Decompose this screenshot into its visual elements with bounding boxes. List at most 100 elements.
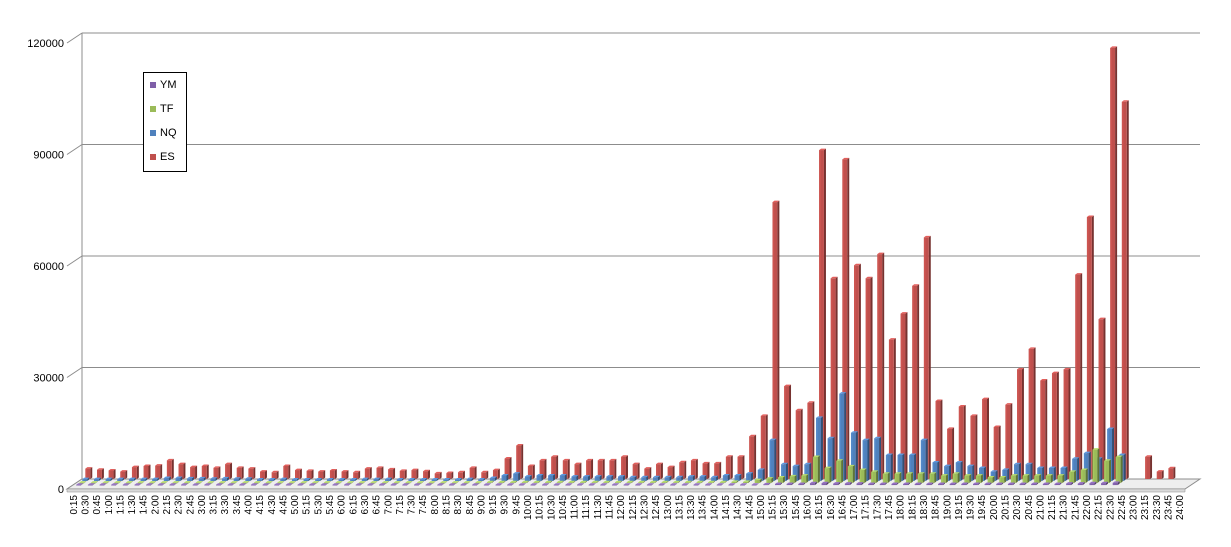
bar-tf: [288, 481, 296, 484]
bar-ym: [495, 483, 503, 486]
bar-tf: [521, 480, 529, 484]
bar-es: [982, 397, 989, 479]
x-tick-label: 11:15: [581, 495, 592, 520]
bar-nq: [734, 473, 742, 482]
bar-ym: [262, 483, 270, 486]
bar-tf: [498, 480, 506, 484]
bar-ym: [425, 483, 433, 486]
bar-ym: [99, 483, 107, 486]
legend-label-ym: YM: [160, 79, 177, 91]
bar-nq: [361, 477, 369, 482]
bar-es: [737, 455, 745, 479]
bar-nq: [326, 478, 334, 482]
bar-nq: [163, 476, 171, 482]
bar-tf: [451, 481, 459, 484]
x-tick-label: 16:15: [814, 495, 825, 520]
x-tick-label: 9:00: [476, 495, 487, 515]
bar-es: [1017, 367, 1024, 479]
bar-es: [318, 470, 326, 479]
x-tick-label: 21:30: [1059, 495, 1070, 520]
bar-es: [1086, 215, 1094, 479]
x-axis-ticks: 0:15 0:30 0:45 1:00 1:15 1:30 1:45 2:00 2:15 2:30…: [69, 495, 1186, 520]
x-tick-label: 13:30: [686, 495, 697, 520]
bar-es: [539, 458, 547, 479]
bar-ym: [938, 482, 945, 486]
bar-nq: [1083, 451, 1091, 482]
bar-tf: [976, 474, 983, 484]
bar-es: [201, 464, 209, 479]
bar-nq: [804, 462, 812, 482]
bar-nq: [664, 475, 672, 482]
bar-es: [225, 462, 233, 479]
gridline-depth: [66, 32, 83, 44]
bar-nq: [676, 475, 684, 482]
bar-tf: [696, 480, 704, 484]
bar-ym: [413, 483, 421, 486]
bar-es: [341, 470, 349, 479]
bar-tf: [836, 459, 844, 484]
bar-ym: [1112, 481, 1120, 486]
bar-nq: [466, 477, 474, 482]
bar-ym: [740, 483, 747, 486]
bar-es: [411, 468, 419, 479]
bar-nq: [1107, 427, 1115, 482]
bar-tf: [754, 478, 762, 484]
x-tick-label: 4:00: [244, 495, 255, 515]
bar-nq: [198, 476, 206, 482]
bar-ym: [658, 483, 666, 486]
bar-tf: [894, 472, 902, 484]
bar-nq: [117, 477, 125, 482]
bar-es: [947, 427, 955, 479]
bar-tf: [987, 475, 995, 484]
x-tick-label: 10:30: [546, 495, 557, 520]
x-tick-label: 15:15: [768, 495, 779, 520]
bar-nq: [862, 438, 870, 482]
x-tick-label: 22:45: [1117, 495, 1128, 520]
bar-ym: [1066, 482, 1074, 486]
bar-tf: [847, 464, 855, 484]
bar-es: [213, 466, 221, 479]
bar-tf: [952, 472, 960, 484]
bar-tf: [859, 468, 867, 484]
bar-nq: [501, 473, 509, 482]
bar-tf: [824, 466, 832, 484]
bar-nq: [792, 464, 800, 482]
x-tick-label: 7:15: [395, 495, 406, 515]
bar-ym: [670, 483, 678, 486]
bar-tf: [533, 480, 541, 484]
x-tick-label: 2:00: [150, 495, 161, 515]
bar-nq: [140, 477, 148, 482]
bar-nq: [245, 477, 253, 482]
bar-ym: [367, 483, 375, 486]
bar-tf: [638, 480, 646, 484]
bar-ym: [250, 483, 258, 486]
bar-ym: [169, 483, 177, 486]
x-tick-label: 9:30: [500, 495, 511, 515]
bar-tf: [673, 480, 681, 484]
bar-es: [364, 467, 372, 479]
x-tick-label: 22:30: [1105, 495, 1116, 520]
bar-es: [621, 455, 628, 479]
bar-es: [434, 471, 442, 479]
bar-ym: [507, 483, 515, 486]
bar-es: [819, 148, 826, 479]
bar-ym: [786, 482, 794, 486]
bar-nq: [955, 460, 963, 482]
bar-es: [609, 458, 617, 479]
bar-es: [108, 468, 116, 479]
x-tick-label: 20:30: [1012, 495, 1023, 520]
bar-tf: [568, 480, 576, 484]
bar-tf: [265, 481, 273, 484]
bar-ym: [1031, 482, 1039, 486]
x-tick-label: 15:00: [756, 495, 767, 520]
x-tick-label: 20:15: [1000, 495, 1011, 520]
x-tick-label: 23:30: [1152, 495, 1163, 520]
bar-nq: [443, 478, 451, 482]
bar-nq: [513, 472, 521, 482]
bar-nq: [920, 438, 928, 482]
bar-tf: [486, 480, 494, 484]
bar-ym: [577, 483, 584, 486]
bar-ym: [1077, 482, 1085, 486]
bar-nq: [152, 477, 160, 482]
bar-ym: [600, 483, 608, 486]
